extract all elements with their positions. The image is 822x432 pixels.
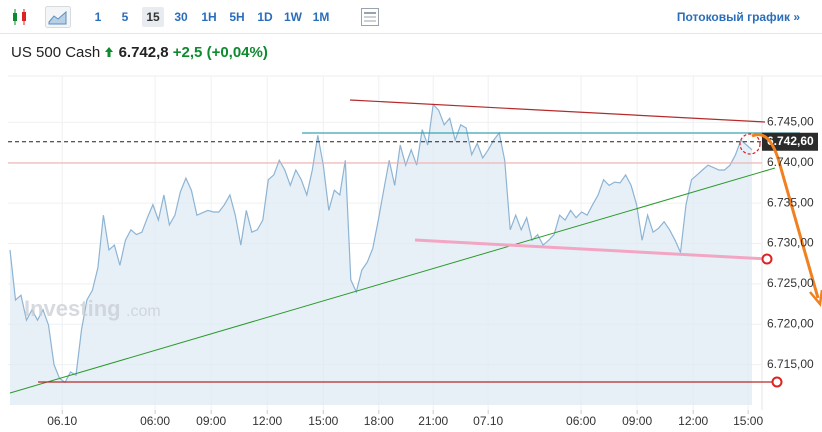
interval-button[interactable]: 1M bbox=[312, 10, 330, 24]
axes: 6.715,00 6.720,00 6.725,00 6.730,00 6.735,00… bbox=[47, 115, 814, 429]
y-tick-label: 6.715,00 bbox=[767, 357, 814, 371]
watermark: Investing bbox=[24, 296, 121, 321]
x-tick-label: 09:00 bbox=[196, 414, 226, 428]
up-arrow bbox=[105, 47, 114, 57]
x-tick-label: 07.10 bbox=[473, 414, 503, 428]
settings-icon[interactable] bbox=[360, 7, 380, 27]
y-tick-label: 6.735,00 bbox=[767, 195, 814, 209]
drawing-trendline bbox=[414, 238, 768, 261]
instrument-header: US 500 Cash 6.742,8 +2,5 (+0,04%) bbox=[11, 44, 268, 61]
price: 6.742,8 bbox=[118, 44, 169, 61]
last-price-label: 6.742,60 bbox=[767, 134, 814, 148]
interval-button[interactable]: 5H bbox=[229, 10, 245, 24]
area-icon[interactable] bbox=[45, 6, 71, 28]
y-tick-label: 6.740,00 bbox=[767, 155, 814, 169]
change: +2,5 bbox=[172, 44, 203, 61]
x-tick-label: 18:00 bbox=[364, 414, 394, 428]
y-tick-label: 6.745,00 bbox=[767, 115, 814, 129]
interval-button[interactable]: 1D bbox=[257, 10, 273, 24]
area bbox=[10, 104, 752, 405]
y-tick-label: 6.730,00 bbox=[767, 236, 814, 250]
x-tick-label: 15:00 bbox=[308, 414, 338, 428]
x-tick-label: 21:00 bbox=[418, 414, 448, 428]
last-price: 6.742,60 bbox=[8, 132, 818, 151]
streaming-link[interactable]: Потоковый график » bbox=[676, 10, 800, 24]
x-tick-label: 06:00 bbox=[566, 414, 596, 428]
interval-button[interactable]: 1 bbox=[94, 10, 102, 24]
y-tick-label: 6.720,00 bbox=[767, 316, 814, 330]
x-tick-label: 12:00 bbox=[252, 414, 282, 428]
change-percent: (+0,04%) bbox=[206, 44, 268, 61]
drawing-circle bbox=[739, 133, 761, 155]
y-tick-label: 6.725,00 bbox=[767, 276, 814, 290]
drawing-handle bbox=[771, 376, 783, 388]
drawing-arrow bbox=[751, 133, 820, 299]
interval-button[interactable]: 1W bbox=[284, 10, 302, 24]
instrument-name: US 500 Cash bbox=[11, 44, 101, 61]
interval-button[interactable]: 5 bbox=[121, 10, 129, 24]
drawing-trendline bbox=[349, 99, 766, 123]
line bbox=[9, 103, 753, 384]
drawing-arrowhead bbox=[809, 289, 822, 307]
series bbox=[9, 103, 753, 405]
interval-button[interactable]: 15 bbox=[142, 7, 164, 27]
x-tick-label: 06.10 bbox=[47, 414, 77, 428]
watermark-suffix: .com bbox=[126, 303, 161, 320]
x-tick-label: 06:00 bbox=[140, 414, 170, 428]
x-tick-label: 12:00 bbox=[678, 414, 708, 428]
last-price-box bbox=[762, 132, 818, 151]
x-tick-label: 09:00 bbox=[622, 414, 652, 428]
interval-button[interactable]: 30 bbox=[174, 10, 188, 24]
toolbar: 1 5 15 30 1H 5H 1D 1W 1M Потоковый график » bbox=[0, 0, 822, 34]
interval-button[interactable]: 1H bbox=[201, 10, 217, 24]
x-tick-label: 15:00 bbox=[733, 414, 763, 428]
drawing-trendline bbox=[9, 167, 776, 394]
candle-icon[interactable] bbox=[10, 7, 30, 27]
drawing-handle bbox=[761, 253, 773, 265]
